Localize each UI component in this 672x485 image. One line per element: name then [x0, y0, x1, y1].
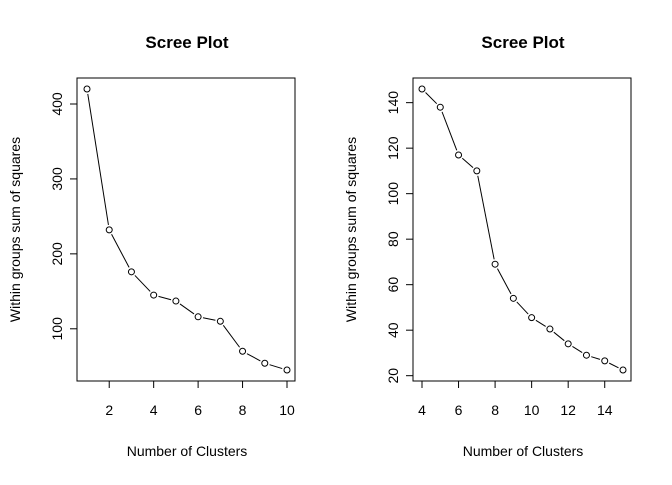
scree-plot-right-panel: Scree Plot 4 6 8 10 12 14 20 40 60 80 100 120 140 Numb…	[343, 33, 632, 459]
data-point	[528, 314, 536, 322]
series-line-segment	[111, 234, 130, 268]
data-point	[436, 103, 444, 111]
chart-title: Scree Plot	[481, 33, 564, 52]
data-point	[619, 366, 627, 374]
x-tick-label: 2	[105, 402, 113, 418]
data-point	[601, 357, 609, 365]
data-point	[283, 366, 291, 374]
series-line-segment	[572, 346, 583, 353]
series-line-segment	[591, 356, 601, 360]
y-tick-label: 60	[385, 277, 401, 293]
y-tick-label: 140	[385, 91, 401, 115]
series-line-segment	[535, 319, 546, 327]
x-tick-label: 8	[491, 402, 499, 418]
series-line-segment	[553, 331, 565, 342]
data-point	[172, 297, 180, 305]
scree-plot-left-panel: Scree Plot 2 4 6 8 10 100 200 300 400 Number of Cl…	[7, 33, 296, 459]
chart-title: Scree Plot	[145, 33, 228, 52]
y-tick-label: 100	[385, 182, 401, 206]
x-axis-label: Number of Clusters	[463, 443, 584, 459]
series-line-segment	[179, 303, 195, 315]
data-point	[509, 294, 517, 302]
y-axis-label: Within groups sum of squares	[7, 137, 23, 322]
y-tick-label: 120	[385, 136, 401, 160]
series-line-segment	[441, 111, 458, 151]
y-tick-label: 200	[49, 242, 65, 266]
data-point	[216, 317, 224, 325]
data-point	[564, 340, 572, 348]
series-line-segment	[202, 317, 216, 321]
data-point	[194, 313, 202, 321]
x-tick-label: 12	[560, 402, 576, 418]
data-point	[105, 226, 113, 234]
y-tick-label: 40	[385, 322, 401, 338]
x-tick-label: 14	[597, 402, 613, 418]
data-point	[546, 325, 554, 333]
series-line-segment	[425, 92, 438, 105]
x-tick-label: 4	[150, 402, 158, 418]
plot-frame	[412, 77, 632, 382]
y-tick-label: 80	[385, 231, 401, 247]
x-tick-label: 10	[524, 402, 540, 418]
series-line-segment	[222, 325, 240, 348]
y-tick-label: 20	[385, 368, 401, 384]
data-point	[150, 291, 158, 299]
series-line-segment	[158, 295, 172, 301]
x-tick-label: 6	[455, 402, 463, 418]
y-tick-label: 100	[49, 317, 65, 341]
series-line-segment	[608, 362, 619, 369]
x-tick-label: 8	[239, 402, 247, 418]
x-tick-label: 4	[418, 402, 426, 418]
data-point	[455, 151, 463, 159]
data-point	[127, 268, 135, 276]
plot-frame	[76, 77, 296, 382]
series-line-segment	[87, 93, 109, 226]
x-tick-label: 10	[279, 402, 295, 418]
data-point	[582, 351, 590, 359]
data-point	[418, 85, 426, 93]
series-line-segment	[134, 275, 151, 292]
y-tick-label: 300	[49, 167, 65, 191]
data-point	[239, 347, 247, 355]
series-line-segment	[269, 364, 283, 370]
data-point	[491, 260, 499, 268]
data-point	[473, 167, 481, 175]
y-axis-label: Within groups sum of squares	[343, 137, 359, 322]
y-tick-label: 400	[49, 92, 65, 116]
series-line-segment	[461, 157, 474, 169]
series-line-segment	[497, 268, 512, 295]
data-point	[261, 359, 269, 367]
series-line-segment	[246, 353, 261, 362]
series-line-segment	[516, 301, 529, 315]
x-axis-label: Number of Clusters	[127, 443, 248, 459]
series-line-segment	[477, 175, 495, 260]
x-tick-label: 6	[194, 402, 202, 418]
data-point	[83, 85, 91, 93]
